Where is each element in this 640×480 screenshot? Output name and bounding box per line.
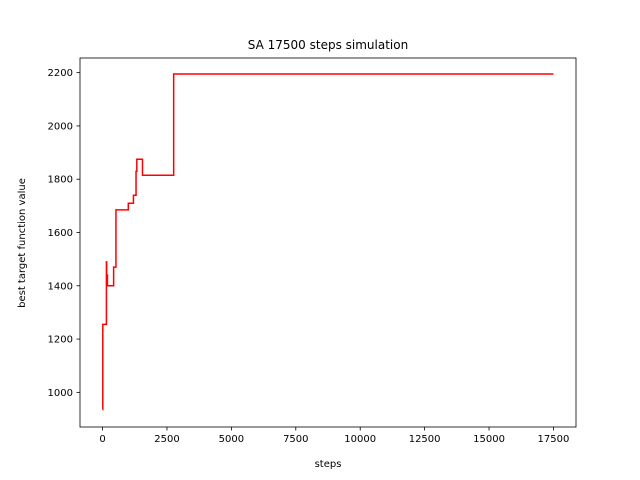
chart-title: SA 17500 steps simulation (248, 38, 408, 52)
y-tick-label: 1400 (48, 281, 73, 292)
y-tick-label: 1800 (48, 175, 73, 186)
y-axis-label: best target function value (17, 178, 28, 308)
y-tick-label: 2000 (48, 121, 73, 132)
x-tick-label: 12500 (409, 434, 441, 445)
series-layer (102, 73, 554, 411)
x-tick-label: 10000 (344, 434, 376, 445)
y-axis-ticks: 1000 1200 1400 1600 1800 2000 2200 (48, 68, 80, 399)
x-tick-label: 15000 (473, 434, 505, 445)
x-axis-ticks: 0 2500 5000 7500 10000 12500 15000 17500 (99, 427, 569, 445)
y-tick-label: 2200 (48, 68, 73, 79)
y-tick-label: 1000 (48, 388, 73, 399)
plot-background (80, 58, 576, 427)
x-tick-label: 0 (99, 434, 105, 445)
series-line-0 (102, 73, 554, 411)
x-tick-label: 2500 (154, 434, 179, 445)
y-tick-label: 1600 (48, 228, 73, 239)
x-tick-label: 5000 (219, 434, 244, 445)
y-tick-label: 1200 (48, 335, 73, 346)
x-tick-label: 17500 (538, 434, 570, 445)
x-tick-label: 7500 (283, 434, 308, 445)
plot-frame (79, 57, 577, 428)
x-axis-label: steps (315, 459, 342, 470)
